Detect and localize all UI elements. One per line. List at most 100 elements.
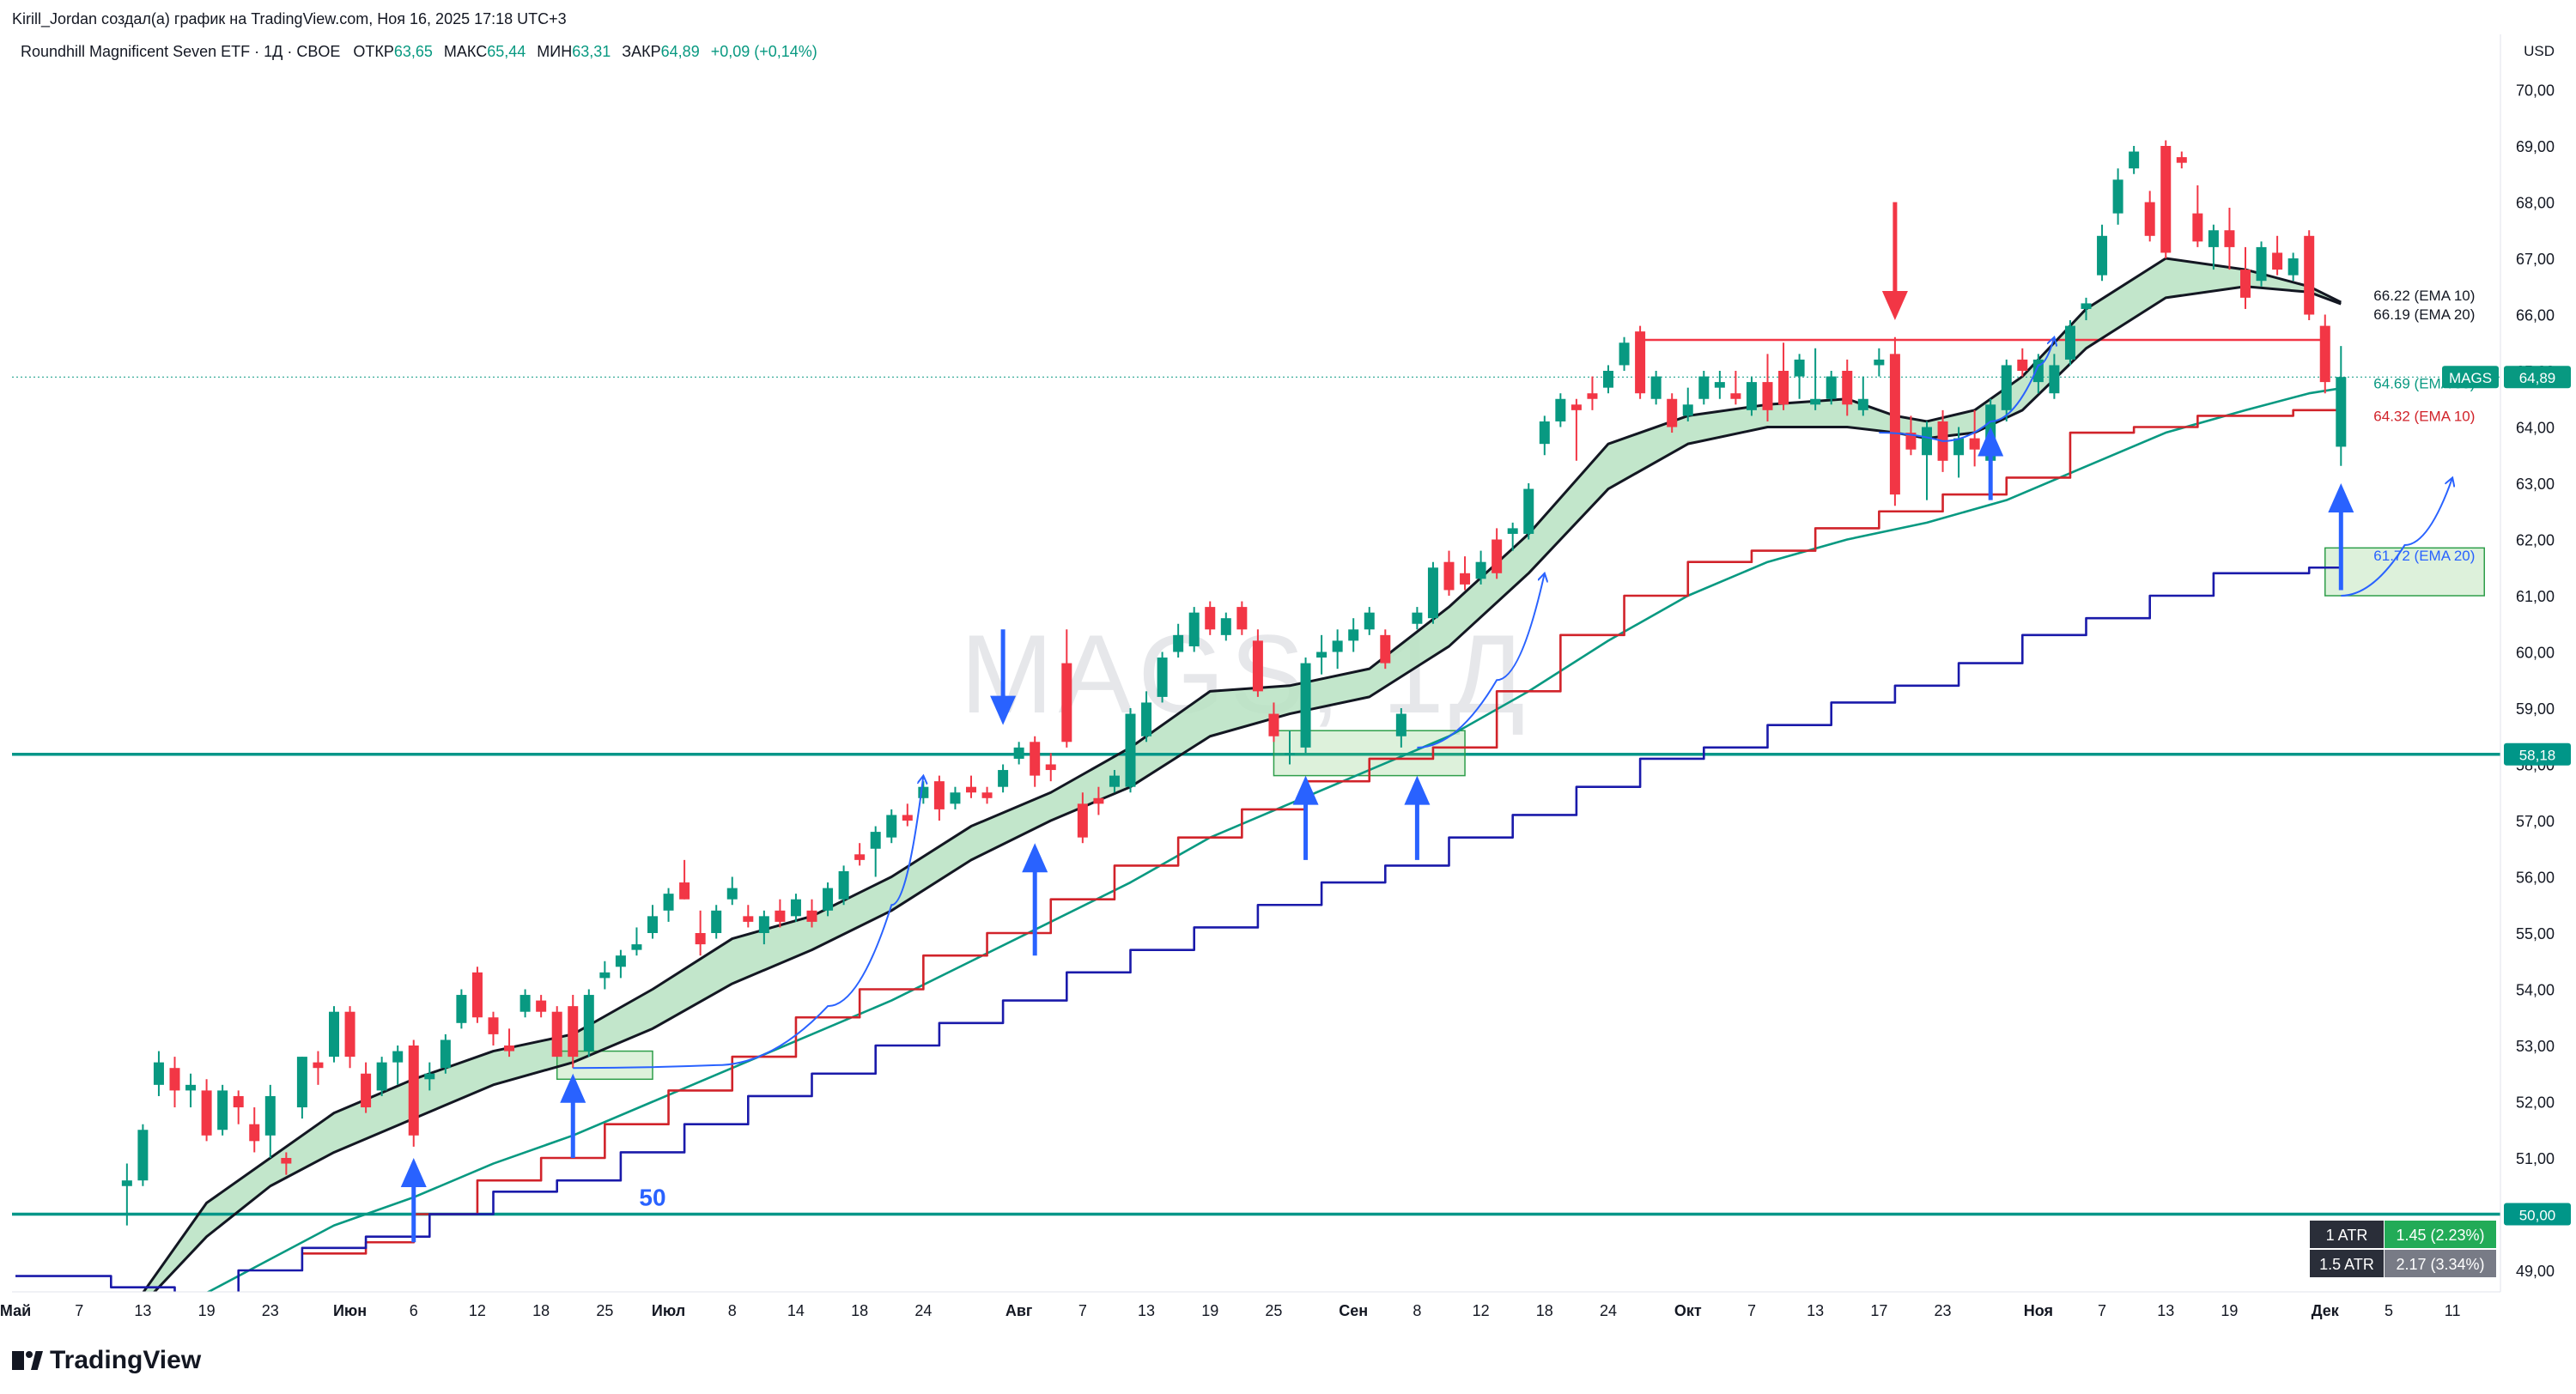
- candle-body: [2049, 365, 2060, 394]
- candle: [344, 1006, 355, 1069]
- time-tick-label: Сен: [1339, 1302, 1368, 1319]
- candle-body: [313, 1062, 324, 1069]
- candle: [296, 1057, 307, 1119]
- candle-body: [344, 1011, 355, 1058]
- candle: [361, 1062, 372, 1113]
- candle-body: [1842, 371, 1853, 405]
- candle-body: [2081, 303, 2092, 309]
- time-tick-label: 17: [1870, 1302, 1887, 1319]
- candle: [1730, 371, 1741, 405]
- candle: [1427, 561, 1438, 624]
- level-badge-text: 50,00: [2519, 1208, 2556, 1224]
- time-tick-label: 12: [469, 1302, 486, 1319]
- candle: [1762, 354, 1773, 421]
- high-value: 65,44: [487, 43, 526, 60]
- candle-body: [806, 910, 817, 922]
- candle: [1555, 393, 1566, 427]
- candle-body: [2112, 179, 2123, 214]
- candle-body: [1300, 663, 1311, 748]
- projection-curve: [1879, 337, 2054, 442]
- candle: [615, 949, 626, 979]
- candle: [1443, 550, 1455, 596]
- arrow-up-head: [1022, 843, 1048, 873]
- candle: [568, 995, 579, 1069]
- symbol-badge-text: MAGS: [2449, 370, 2492, 386]
- projection-curve: [1417, 573, 1544, 749]
- candle-body: [998, 770, 1009, 787]
- candle-body: [823, 888, 834, 911]
- level-50-annotation: 50: [639, 1185, 665, 1211]
- low-label: МИН: [537, 43, 573, 60]
- candle-body: [233, 1095, 244, 1108]
- candle: [2081, 297, 2092, 321]
- candle-body: [918, 786, 929, 798]
- arrow-up-head: [400, 1158, 427, 1187]
- time-tick-label: Ноя: [2024, 1302, 2053, 1319]
- candle: [440, 1033, 451, 1074]
- candle: [1650, 371, 1662, 405]
- candle-body: [775, 910, 786, 922]
- candle: [2336, 346, 2347, 466]
- candle-body: [169, 1068, 180, 1091]
- candle-body: [185, 1084, 197, 1091]
- price-tick-label: 57,00: [2516, 813, 2555, 830]
- candle-body: [1205, 607, 1216, 630]
- candle-body: [2144, 202, 2155, 236]
- series-line: [301, 409, 2342, 1255]
- candle-body: [2160, 146, 2172, 253]
- series-line: [15, 555, 2342, 1292]
- candle: [631, 927, 642, 956]
- time-tick-label: 13: [2157, 1302, 2174, 1319]
- price-tick-label: 55,00: [2516, 925, 2555, 942]
- time-tick-label: Окт: [1674, 1302, 1702, 1319]
- candle: [1667, 393, 1678, 433]
- candle-body: [966, 786, 976, 793]
- candle: [726, 876, 738, 906]
- ema-value-label: 61.72 (EMA 20): [2373, 548, 2475, 564]
- candle: [1252, 629, 1263, 697]
- candle-body: [1427, 567, 1438, 619]
- candle: [870, 826, 881, 877]
- candle: [1285, 730, 1295, 765]
- candle: [1220, 612, 1231, 641]
- candle-body: [663, 894, 674, 911]
- candle: [1316, 634, 1327, 675]
- level-badge-text: 58,18: [2519, 748, 2556, 764]
- candle-body: [743, 916, 754, 922]
- time-tick-label: 18: [851, 1302, 868, 1319]
- candle: [1188, 607, 1200, 652]
- candle-body: [1141, 702, 1152, 736]
- change-value: +0,09 (+0,14%): [710, 43, 817, 60]
- candle-body: [440, 1039, 451, 1069]
- candle: [1093, 786, 1104, 815]
- price-tick-label: 66,00: [2516, 307, 2555, 324]
- candle-body: [2064, 325, 2075, 360]
- candle: [2272, 235, 2283, 276]
- candle-body: [1635, 331, 1646, 394]
- candle-body: [1746, 382, 1757, 410]
- candle-body: [886, 815, 897, 838]
- candle: [504, 1028, 515, 1058]
- candle: [2192, 185, 2203, 247]
- candle: [599, 961, 611, 990]
- candle: [1523, 483, 1534, 540]
- symbol-legend[interactable]: Roundhill Magnificent Seven ETF · 1Д · C…: [21, 43, 817, 61]
- candle: [1587, 376, 1598, 410]
- ema-value-label: 66.22 (EMA 10): [2373, 288, 2475, 304]
- candle-body: [1922, 427, 1932, 456]
- candle: [201, 1079, 212, 1142]
- price-tick-label: 56,00: [2516, 870, 2555, 887]
- candle: [2097, 224, 2108, 282]
- candle: [775, 899, 786, 928]
- candle: [1125, 708, 1136, 793]
- tradingview-logo[interactable]: TradingView: [12, 1346, 201, 1375]
- atr-label-cell: [2310, 1250, 2384, 1277]
- candle-body: [2272, 252, 2283, 270]
- candle-body: [902, 815, 913, 821]
- price-tick-label: 59,00: [2516, 700, 2555, 718]
- candle-body: [1874, 359, 1885, 366]
- candle-body: [1173, 634, 1184, 652]
- tradingview-logo-text: TradingView: [50, 1346, 202, 1374]
- candle-body: [1507, 528, 1518, 534]
